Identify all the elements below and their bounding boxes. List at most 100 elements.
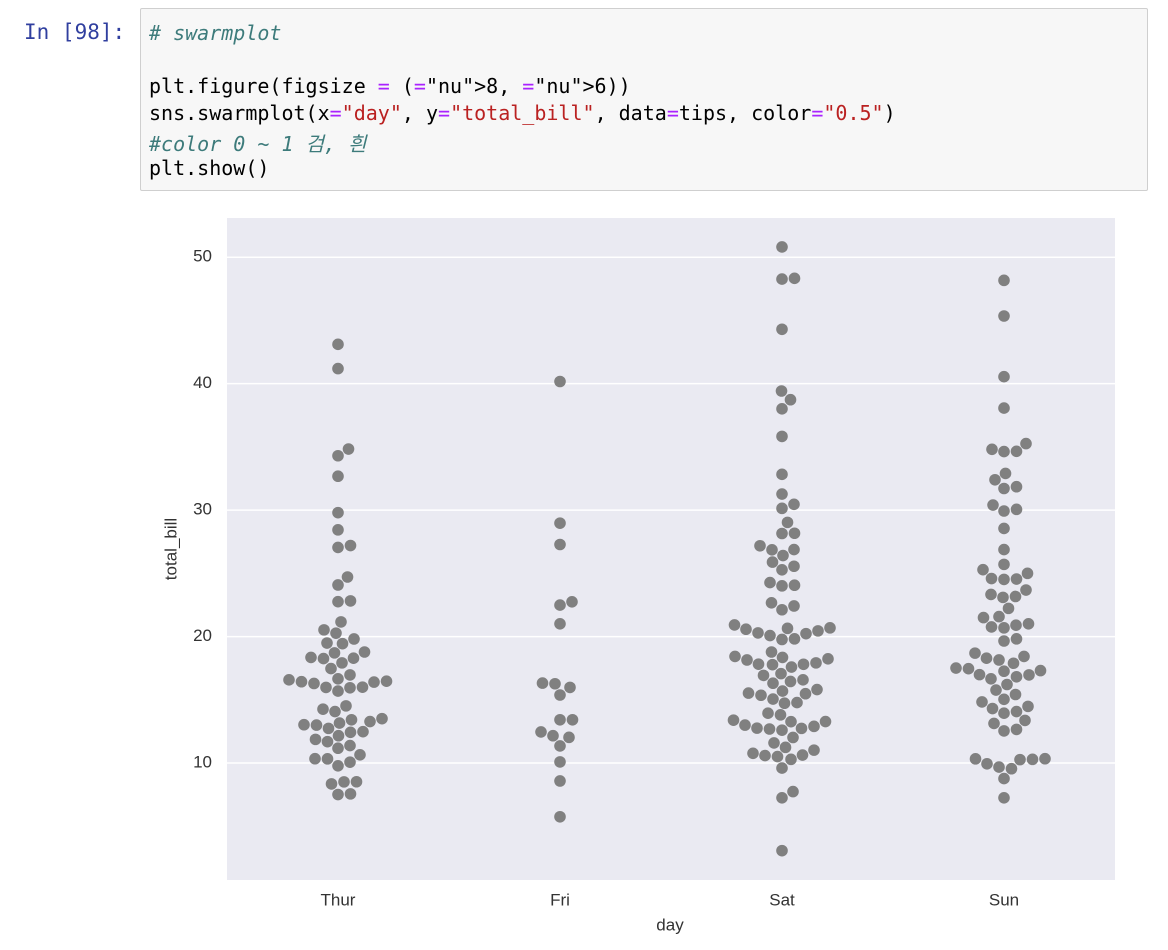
swarm-point — [321, 735, 334, 748]
swarm-point — [549, 677, 561, 690]
x-tick-label: Fri — [550, 890, 570, 909]
swarm-point — [989, 473, 1001, 486]
swarm-point — [776, 724, 788, 736]
swarm-point — [776, 488, 788, 500]
swarm-point — [318, 624, 330, 636]
swarm-point — [554, 810, 566, 823]
swarm-point — [325, 778, 338, 790]
swarm-point — [310, 719, 323, 731]
swarm-point — [767, 693, 779, 705]
swarm-point — [998, 725, 1010, 737]
swarm-point — [741, 654, 753, 666]
swarm-point — [332, 595, 344, 608]
swarm-point — [788, 560, 800, 573]
swarm-point — [336, 637, 349, 650]
swarm-point — [1023, 669, 1035, 681]
swarm-point — [317, 652, 330, 665]
swarm-point — [998, 693, 1010, 706]
swarm-point — [554, 517, 566, 529]
swarm-point — [344, 788, 357, 800]
y-tick-label: 20 — [193, 626, 212, 645]
swarm-point — [799, 687, 812, 700]
swarm-point — [332, 362, 344, 375]
swarm-point — [1010, 670, 1023, 683]
swarm-point — [776, 633, 788, 646]
swarm-point — [986, 702, 999, 715]
swarm-point — [554, 775, 566, 787]
swarm-point — [1010, 445, 1023, 458]
swarm-point — [771, 750, 784, 763]
swarm-point — [776, 273, 788, 285]
swarm-point — [762, 707, 774, 720]
swarm-point — [321, 753, 334, 765]
swarm-point — [779, 741, 792, 754]
swarm-point — [993, 654, 1005, 666]
swarm-point — [998, 558, 1010, 571]
swarm-point — [1026, 753, 1039, 766]
swarm-point — [986, 443, 998, 456]
swarm-point — [998, 505, 1010, 517]
swarm-point — [774, 709, 787, 721]
swarm-point — [739, 719, 751, 731]
swarm-point — [985, 673, 997, 685]
swarm-point — [777, 549, 789, 562]
swarm-point — [332, 729, 345, 742]
swarm-point — [347, 652, 360, 664]
swarm-point — [345, 713, 358, 726]
swarm-point — [764, 576, 776, 589]
swarm-point — [752, 658, 765, 670]
swarm-point — [797, 674, 809, 686]
code-cell[interactable]: # swarmplot plt.figure(figsize = (="nu">8… — [140, 8, 1148, 191]
swarm-point — [785, 661, 798, 673]
y-tick-label: 30 — [193, 500, 212, 519]
swarm-point — [554, 713, 566, 726]
swarm-point — [350, 775, 363, 788]
swarm-point — [348, 633, 360, 645]
swarm-point — [342, 443, 355, 455]
swarm-point — [1002, 602, 1015, 615]
swarm-point — [764, 629, 776, 642]
swarm-point — [354, 749, 366, 761]
swarm-point — [781, 622, 794, 635]
swarm-point — [990, 684, 1002, 696]
swarm-point — [344, 595, 357, 607]
x-tick-label: Sun — [989, 890, 1019, 909]
swarm-point — [985, 621, 998, 633]
swarm-point — [998, 622, 1010, 634]
swarm-point — [776, 502, 788, 515]
swarm-point — [364, 715, 376, 728]
swarm-point — [776, 792, 788, 804]
swarm-point — [564, 681, 576, 694]
swarm-point — [755, 689, 767, 702]
swarm-point — [309, 752, 321, 765]
swarm-point — [754, 539, 766, 552]
swarm-point — [309, 733, 322, 746]
swarm-point — [788, 527, 801, 540]
swarm-point — [547, 729, 559, 742]
swarm-point — [776, 527, 788, 540]
x-axis-label: day — [656, 915, 684, 934]
swarm-point — [819, 715, 832, 728]
swarm-point — [380, 675, 393, 688]
swarm-point — [808, 744, 820, 756]
swarm-point — [985, 588, 997, 601]
swarm-point — [993, 610, 1005, 623]
swarm-point — [332, 685, 344, 697]
swarm-point — [759, 749, 771, 762]
swarm-point — [776, 580, 788, 592]
swarm-point — [768, 737, 780, 749]
swarm-point — [795, 722, 808, 735]
swarm-point — [785, 753, 797, 766]
y-axis-label: total_bill — [161, 518, 180, 580]
swarm-point — [1019, 714, 1031, 727]
swarm-point — [340, 700, 352, 712]
swarm-point — [1021, 567, 1034, 580]
swarm-point — [332, 449, 344, 462]
swarm-point — [998, 310, 1010, 322]
swarm-point — [1010, 633, 1023, 645]
code-line: #color 0 ~ 1 검, 흰 — [149, 132, 367, 156]
swarm-point — [998, 482, 1010, 495]
swarm-point — [787, 785, 799, 798]
swarm-point — [332, 760, 344, 772]
